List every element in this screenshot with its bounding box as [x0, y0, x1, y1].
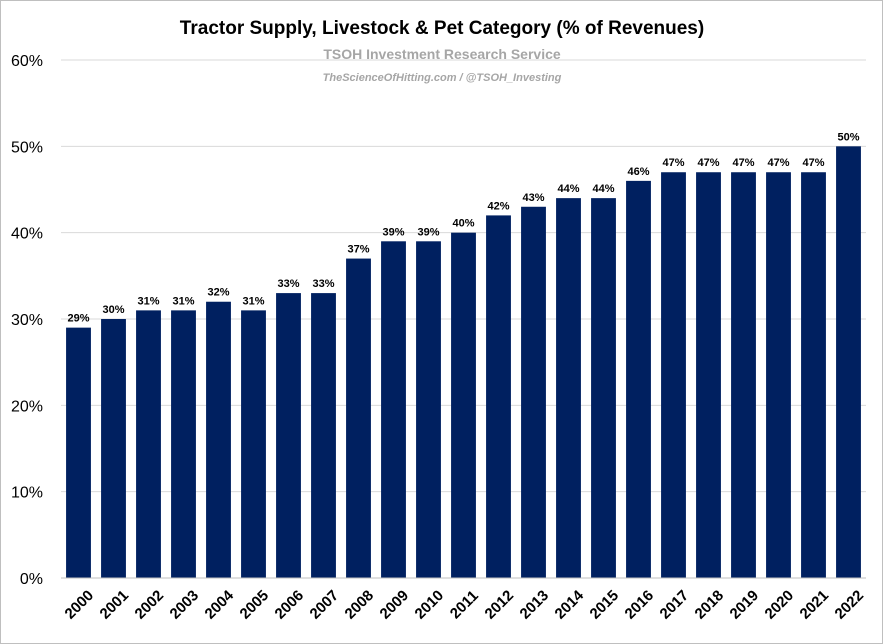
- data-label: 33%: [277, 278, 299, 290]
- data-label: 31%: [172, 295, 194, 307]
- bar: [171, 310, 196, 578]
- x-tick-label: 2013: [517, 587, 553, 623]
- x-tick-label: 2002: [132, 587, 168, 623]
- bar: [381, 241, 406, 579]
- y-tick-label: 10%: [11, 485, 43, 502]
- x-tick-label: 2022: [832, 587, 868, 623]
- data-label: 33%: [312, 278, 334, 290]
- x-tick-label: 2003: [167, 587, 203, 623]
- data-label: 31%: [242, 295, 264, 307]
- bar: [591, 198, 616, 578]
- chart-title: Tractor Supply, Livestock & Pet Category…: [180, 18, 704, 39]
- x-axis: 2000 2001 2002 2003 2004 2005 2006 2007 2008 2009…: [61, 577, 868, 623]
- bar: [556, 198, 581, 578]
- x-tick-label: 2020: [762, 587, 798, 623]
- bar: [101, 319, 126, 578]
- data-label: 44%: [557, 183, 579, 195]
- y-tick-label: 30%: [11, 312, 43, 329]
- x-tick-label: 2014: [552, 587, 588, 623]
- x-tick-label: 2009: [377, 587, 413, 623]
- data-labels: 29% 30% 31% 31% 32% 31% 33% 33% 37% 39% 39% 40% 42% 4…: [67, 131, 859, 324]
- x-tick-label: 2010: [412, 587, 448, 623]
- watermark-line-2: TheScienceOfHitting.com / @TSOH_Investin…: [323, 72, 562, 84]
- bar: [451, 232, 476, 578]
- x-tick-label: 2004: [202, 587, 238, 623]
- data-label: 47%: [802, 157, 824, 169]
- bar: [136, 310, 161, 578]
- y-tick-label: 40%: [11, 226, 43, 243]
- y-tick-label: 0%: [20, 571, 43, 588]
- x-tick-label: 2021: [797, 587, 833, 623]
- x-tick-label: 2017: [657, 587, 693, 623]
- bar: [311, 293, 336, 578]
- bar: [416, 241, 441, 579]
- bar: [521, 206, 546, 578]
- data-label: 39%: [417, 226, 439, 238]
- bar: [206, 301, 231, 578]
- x-tick-label: 2012: [482, 587, 518, 623]
- y-axis: 0% 10% 20% 30% 40% 50% 60%: [11, 53, 43, 588]
- x-tick-label: 2005: [237, 587, 273, 623]
- bar: [801, 172, 826, 578]
- bar: [66, 327, 91, 578]
- data-label: 47%: [662, 157, 684, 169]
- data-label: 46%: [627, 166, 649, 178]
- data-label: 32%: [207, 287, 229, 299]
- data-label: 29%: [67, 313, 89, 325]
- y-tick-label: 60%: [11, 53, 43, 70]
- bar: [486, 215, 511, 578]
- x-tick-label: 2011: [447, 587, 482, 622]
- bar: [661, 172, 686, 578]
- data-label: 37%: [347, 244, 369, 256]
- x-tick-label: 2001: [97, 587, 133, 623]
- data-label: 30%: [102, 304, 124, 316]
- bar: [626, 180, 651, 578]
- bars: [66, 146, 861, 579]
- data-label: 31%: [137, 295, 159, 307]
- bar: [766, 172, 791, 578]
- bar: [696, 172, 721, 578]
- bar: [731, 172, 756, 578]
- data-label: 47%: [732, 157, 754, 169]
- x-tick-label: 2007: [307, 587, 343, 623]
- y-tick-label: 50%: [11, 139, 43, 156]
- x-tick-label: 2000: [62, 587, 98, 623]
- bar: [346, 258, 371, 578]
- x-tick-label: 2018: [692, 587, 728, 623]
- data-label: 39%: [382, 226, 404, 238]
- data-label: 47%: [767, 157, 789, 169]
- bar: [836, 146, 861, 579]
- y-tick-label: 20%: [11, 398, 43, 415]
- data-label: 40%: [452, 218, 474, 230]
- x-tick-label: 2015: [587, 587, 623, 623]
- data-label: 44%: [592, 183, 614, 195]
- x-tick-label: 2008: [342, 587, 378, 623]
- x-tick-label: 2019: [727, 587, 763, 623]
- data-label: 42%: [487, 200, 509, 212]
- watermark-line-1: TSOH Investment Research Service: [323, 46, 561, 62]
- x-tick-label: 2016: [622, 587, 658, 623]
- x-tick-label: 2006: [272, 587, 308, 623]
- data-label: 47%: [697, 157, 719, 169]
- bar: [276, 293, 301, 578]
- bar: [241, 310, 266, 578]
- data-label: 43%: [522, 192, 544, 204]
- data-label: 50%: [837, 131, 859, 143]
